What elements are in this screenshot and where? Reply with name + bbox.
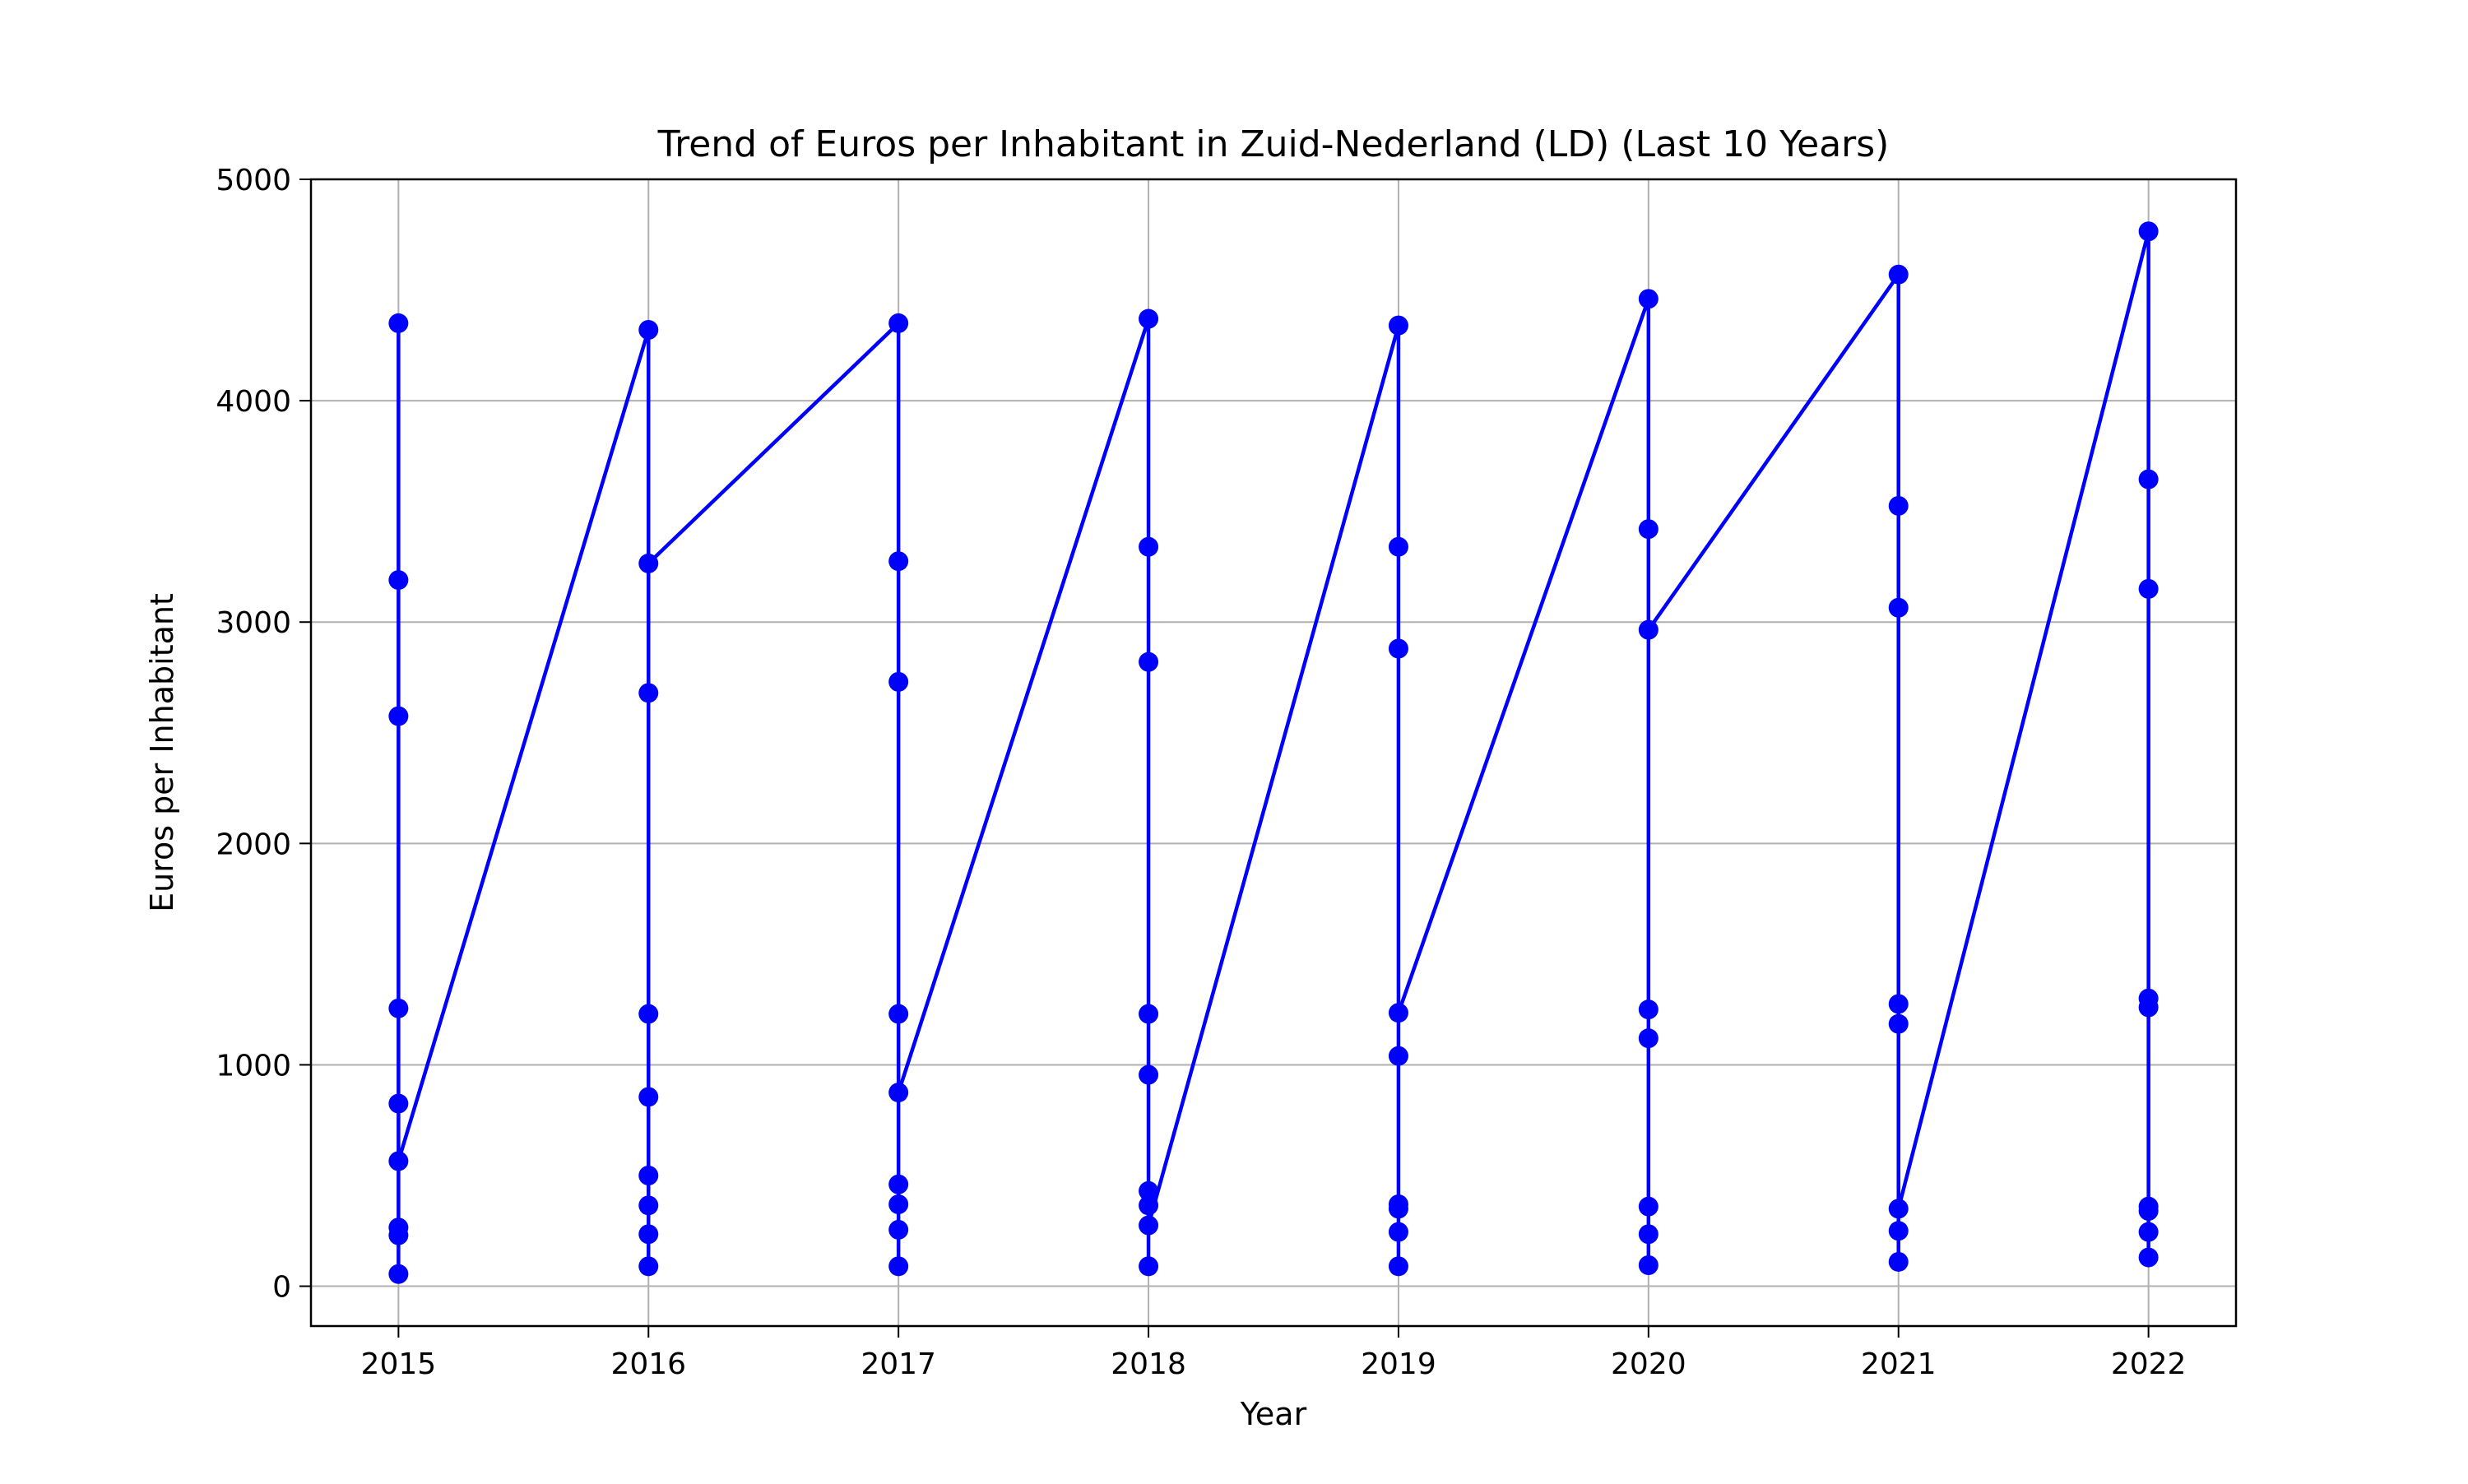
data-point <box>1139 652 1159 672</box>
y-tick-label: 1000 <box>216 1049 291 1083</box>
data-point <box>388 1264 409 1284</box>
data-point <box>888 671 909 692</box>
data-point <box>1388 536 1408 557</box>
y-axis-ticks: 0 1000 2000 3000 4000 5000 <box>216 164 311 1305</box>
data-point <box>1139 308 1159 329</box>
plot-frame <box>309 178 2238 1328</box>
x-tick-label: 2015 <box>361 1347 437 1381</box>
data-point <box>1638 519 1658 540</box>
data-point <box>1139 1064 1159 1085</box>
x-tick-label: 2022 <box>2111 1347 2187 1381</box>
data-point <box>1388 1256 1408 1277</box>
data-point <box>388 998 409 1018</box>
x-axis-label: Year <box>1240 1396 1307 1432</box>
data-point <box>638 553 659 573</box>
data-point <box>638 1224 659 1245</box>
y-axis-label: Euros per Inhabitant <box>144 593 180 912</box>
data-point <box>1888 597 1909 618</box>
data-point <box>2138 1247 2159 1268</box>
data-point <box>638 1166 659 1186</box>
data-point <box>1139 1004 1159 1024</box>
series-polyline <box>397 229 2150 1277</box>
x-tick-label: 2019 <box>1361 1347 1436 1381</box>
data-point <box>638 1195 659 1216</box>
y-tick-label: 2000 <box>216 828 291 861</box>
data-point <box>388 706 409 726</box>
data-point <box>1388 1003 1408 1023</box>
x-tick-label: 2021 <box>1861 1347 1937 1381</box>
x-axis-ticks: 2015 2016 2017 2018 2019 2020 2021 2022 <box>361 1326 2187 1381</box>
data-point <box>1139 1256 1159 1277</box>
x-tick-label: 2018 <box>1111 1347 1186 1381</box>
data-point <box>1888 1013 1909 1034</box>
data-point <box>638 319 659 340</box>
data-point <box>388 1093 409 1114</box>
data-point <box>888 1004 909 1024</box>
x-tick-label: 2016 <box>610 1347 686 1381</box>
data-point <box>888 1256 909 1277</box>
data-point <box>1139 1195 1159 1216</box>
data-point <box>1139 1215 1159 1236</box>
data-point <box>638 1087 659 1107</box>
data-points <box>388 221 2159 1284</box>
data-point <box>888 313 909 333</box>
data-point <box>888 1194 909 1214</box>
chart-title: Trend of Euros per Inhabitant in Zuid-Ne… <box>657 123 1890 165</box>
y-tick-label: 3000 <box>216 606 291 640</box>
y-tick-label: 5000 <box>216 164 291 197</box>
y-tick-label: 4000 <box>216 385 291 419</box>
data-point <box>388 1225 409 1245</box>
data-point <box>1638 1254 1658 1275</box>
data-point <box>2138 469 2159 489</box>
data-point <box>1888 495 1909 516</box>
data-point <box>388 570 409 591</box>
data-point <box>1388 638 1408 659</box>
data-point <box>1388 315 1408 336</box>
data-point <box>2138 1201 2159 1222</box>
data-point <box>388 313 409 333</box>
data-point <box>1638 619 1658 640</box>
data-point <box>888 1174 909 1194</box>
x-tick-label: 2020 <box>1611 1347 1686 1381</box>
data-point <box>1139 1180 1159 1201</box>
data-point <box>2138 1222 2159 1242</box>
data-point <box>1388 1222 1408 1242</box>
data-point <box>1388 1046 1408 1066</box>
data-point <box>638 1256 659 1277</box>
data-point <box>638 683 659 703</box>
data-point <box>1638 1196 1658 1217</box>
x-tick-label: 2017 <box>861 1347 936 1381</box>
data-point <box>888 1219 909 1240</box>
data-point <box>1638 999 1658 1020</box>
data-point <box>2138 221 2159 242</box>
data-point <box>1638 1224 1658 1245</box>
data-point <box>1388 1199 1408 1219</box>
data-point <box>888 551 909 572</box>
y-tick-label: 0 <box>272 1271 291 1305</box>
data-point <box>1888 1221 1909 1241</box>
data-point <box>638 1004 659 1024</box>
data-point <box>1139 536 1159 557</box>
data-point <box>888 1083 909 1103</box>
data-point <box>1888 264 1909 285</box>
series-line <box>397 229 2150 1277</box>
data-point <box>1638 289 1658 309</box>
data-point <box>1638 1028 1658 1049</box>
data-point <box>1888 1251 1909 1272</box>
data-point <box>388 1151 409 1171</box>
data-point <box>1888 994 1909 1014</box>
data-point <box>2138 997 2159 1018</box>
data-point <box>1888 1199 1909 1219</box>
data-point <box>2138 578 2159 599</box>
